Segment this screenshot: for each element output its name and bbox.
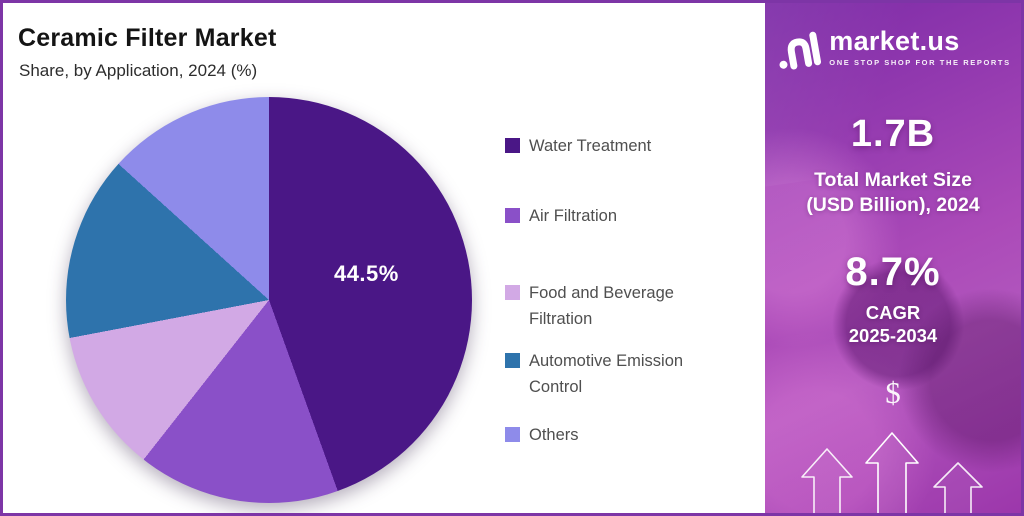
pie-slice-label: 44.5% (333, 261, 399, 287)
legend-swatch (505, 427, 520, 442)
brand-sidebar: market.us ONE STOP SHOP FOR THE REPORTS … (765, 3, 1021, 513)
market-size-label-line1: Total Market Size (814, 169, 972, 191)
legend-label: Others (529, 426, 579, 444)
brand-tagline: ONE STOP SHOP FOR THE REPORTS (829, 58, 1011, 67)
market-size-label: Total Market Size (USD Billion), 2024 (765, 168, 1021, 218)
legend-item: Food and Beverage Filtration (505, 280, 714, 332)
page-title: Ceramic Filter Market (18, 24, 277, 52)
legend-label: Food and Beverage Filtration (529, 284, 674, 328)
cagr-label-line2: 2025-2034 (848, 325, 938, 346)
page-subtitle: Share, by Application, 2024 (%) (19, 61, 258, 80)
legend-item: Others (505, 422, 579, 448)
chart-panel: Ceramic Filter Market Share, by Applicat… (3, 3, 765, 513)
market-size-value: 1.7B (850, 113, 936, 155)
legend-label: Automotive Emission Control (529, 352, 684, 396)
pie-chart: 44.5% (66, 97, 472, 503)
legend-item: Water Treatment (505, 133, 651, 159)
cagr-label-line1: CAGR (865, 302, 921, 323)
legend-swatch (505, 138, 520, 153)
legend-item: Air Filtration (505, 203, 617, 229)
legend-swatch (505, 285, 520, 300)
legend: Water Treatment Air Filtration Food and Be… (505, 3, 735, 513)
dollar-icon: $ (885, 375, 901, 410)
brand-logo: market.us ONE STOP SHOP FOR THE REPORTS (765, 27, 1021, 71)
marketus-logo-icon (779, 31, 822, 70)
growth-arrows-icon (801, 432, 983, 513)
legend-swatch (505, 208, 520, 223)
market-size-label-line2: (USD Billion), 2024 (806, 194, 980, 216)
legend-item: Automotive Emission Control (505, 348, 714, 400)
legend-swatch (505, 353, 520, 368)
legend-label: Air Filtration (529, 207, 618, 225)
brand-text-block: market.us ONE STOP SHOP FOR THE REPORTS (829, 27, 1010, 67)
cagr-value: 8.7% (845, 250, 941, 294)
brand-name: market.us (829, 26, 960, 56)
legend-label: Water Treatment (529, 137, 652, 155)
cagr-label: CAGR 2025-2034 (765, 301, 1021, 347)
